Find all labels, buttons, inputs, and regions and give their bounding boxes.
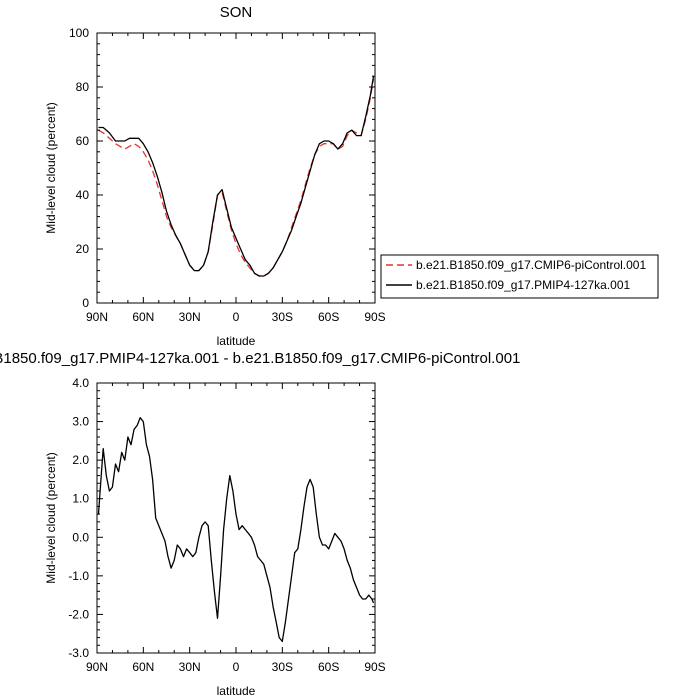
top-x-tick-label: 60S: [318, 310, 339, 324]
top-title: SON: [220, 4, 253, 21]
legend-label-picontrol: b.e21.B1850.f09_g17.CMIP6-piControl.001: [416, 258, 646, 272]
top-x-tick-label: 30S: [272, 310, 293, 324]
bottom-x-tick-label: 60N: [132, 660, 154, 674]
bottom-y-tick-label: -2.0: [68, 607, 89, 621]
bottom-title: b.e21.B1850.f09_g17.PMIP4-127ka.001 - b.…: [0, 350, 520, 367]
bottom-y-tick-label: -1.0: [68, 569, 89, 583]
legend: b.e21.B1850.f09_g17.CMIP6-piControl.001 …: [380, 254, 659, 299]
top-y-tick-label: 20: [76, 242, 90, 256]
bottom-plot-frame: [96, 382, 376, 654]
bottom-y-tick-label: 0.0: [72, 530, 89, 544]
top-y-tick-label: 100: [69, 26, 89, 40]
bottom-y-tick-label: 4.0: [72, 376, 89, 390]
bottom-x-tick-label: 60S: [318, 660, 339, 674]
top-series-group: [98, 76, 375, 277]
legend-frame: [380, 254, 659, 299]
bottom-y-tick-label: 2.0: [72, 453, 89, 467]
bottom-x-axis-title: latitude: [217, 684, 256, 698]
bottom-x-tick-label: 0: [233, 660, 240, 674]
bottom-x-tick-labels: 90N 60N 30N 0 30S 60S 90S: [86, 660, 386, 674]
top-x-axis-title: latitude: [217, 334, 256, 348]
top-series-line-1: [98, 76, 375, 277]
top-x-tick-label: 90S: [364, 310, 385, 324]
top-x-tick-label: 90N: [86, 310, 108, 324]
top-y-tick-label: 0: [82, 296, 89, 310]
top-x-tick-label: 30N: [179, 310, 201, 324]
bottom-x-tick-label: 30S: [272, 660, 293, 674]
bottom-panel: b.e21.B1850.f09_g17.PMIP4-127ka.001 - b.…: [0, 350, 520, 698]
bottom-y-tick-label: 3.0: [72, 415, 89, 429]
bottom-series-group: [97, 417, 375, 643]
top-y-axis-title: Mid-level cloud (percent): [44, 102, 58, 233]
top-x-tick-label: 60N: [132, 310, 154, 324]
top-x-tick-labels: 90N 60N 30N 0 30S 60S 90S: [86, 310, 386, 324]
bottom-y-tick-label: -3.0: [68, 646, 89, 660]
bottom-x-tick-label: 90S: [364, 660, 385, 674]
top-y-tick-label: 40: [76, 188, 90, 202]
top-y-tick-label: 80: [76, 80, 90, 94]
top-panel: SON 90N 60N 30N 0 30S 60S 90S 0 20 40 60 80 100 lat…: [44, 4, 386, 348]
bottom-x-tick-label: 30N: [179, 660, 201, 674]
bottom-y-tick-label: 1.0: [72, 492, 89, 506]
legend-label-127ka: b.e21.B1850.f09_g17.PMIP4-127ka.001: [416, 278, 630, 292]
top-plot-frame: [96, 32, 376, 304]
top-y-tick-labels: 0 20 40 60 80 100: [69, 26, 89, 310]
bottom-series-line-0: [97, 417, 375, 643]
bottom-y-tick-labels: -3.0 -2.0 -1.0 0.0 1.0 2.0 3.0 4.0: [68, 376, 89, 660]
top-ticks-group: [96, 32, 376, 304]
bottom-ticks-group: [96, 382, 376, 654]
top-series-line-0: [98, 78, 375, 277]
top-x-tick-label: 0: [233, 310, 240, 324]
bottom-y-axis-title: Mid-level cloud (percent): [44, 452, 58, 583]
top-y-tick-label: 60: [76, 134, 90, 148]
bottom-x-tick-label: 90N: [86, 660, 108, 674]
